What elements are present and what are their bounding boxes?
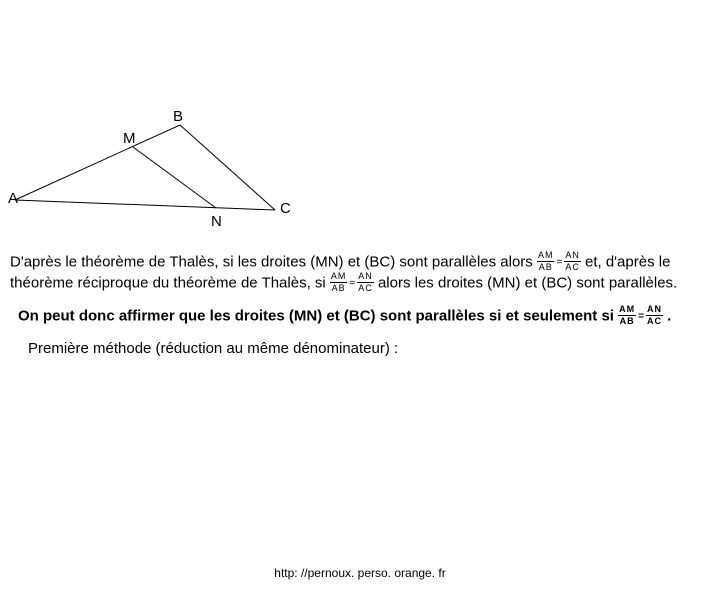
fraction-am-ab: AMAB — [618, 305, 636, 326]
paragraph-conclusion: On peut donc affirmer que les droites (M… — [18, 306, 702, 327]
equals-sign: = — [636, 311, 646, 322]
point-label-a: A — [8, 190, 18, 207]
method-text: Première méthode (réduction au même déno… — [28, 340, 398, 357]
fraction-am-ab: AMAB — [330, 272, 348, 293]
equals-sign: = — [554, 257, 564, 268]
fraction-an-ac: ANAC — [357, 272, 374, 293]
conclusion-text-2: . — [663, 307, 671, 324]
fraction-an-ac: ANAC — [646, 305, 663, 326]
point-label-c: C — [280, 200, 291, 217]
point-label-m: M — [123, 130, 136, 147]
theorem-text-3: alors les droites (MN) et (BC) sont para… — [378, 274, 677, 291]
equals-sign: = — [347, 278, 357, 289]
paragraph-method: Première méthode (réduction au même déno… — [28, 339, 692, 359]
fraction-an-ac: ANAC — [564, 251, 581, 272]
fraction-am-ab: AMAB — [537, 251, 555, 272]
point-label-n: N — [211, 213, 222, 230]
thales-diagram: A B M N C — [5, 60, 335, 240]
paragraph-theorem: D'après le théorème de Thalès, si les dr… — [10, 252, 710, 294]
point-label-b: B — [173, 108, 183, 125]
footer-url: http: //pernoux. perso. orange. fr — [0, 566, 720, 580]
theorem-text-1: D'après le théorème de Thalès, si les dr… — [10, 253, 537, 270]
conclusion-text-1: On peut donc affirmer que les droites (M… — [18, 307, 618, 324]
